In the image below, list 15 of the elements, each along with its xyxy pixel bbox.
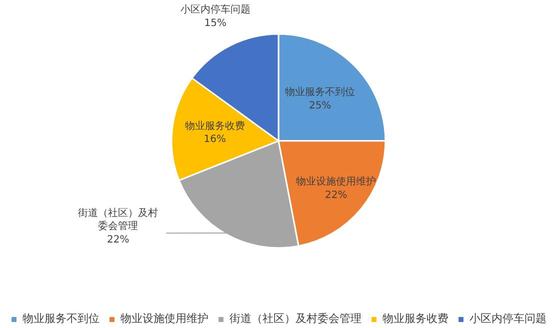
data-label: 22% — [325, 190, 348, 201]
legend-label: 物业服务收费 — [382, 311, 448, 326]
legend-label: 小区内停车问题 — [470, 311, 546, 326]
slice-label: 物业服务收费 — [184, 120, 245, 132]
legend-label: 物业服务不到位 — [22, 311, 100, 326]
slice-label: 街道（社区）及村 委会管理 — [78, 206, 158, 232]
legend-label: 物业设施使用维护 — [120, 311, 208, 326]
data-label: 15% — [204, 18, 227, 29]
data-label: 22% — [107, 234, 130, 246]
data-label: 16% — [204, 134, 226, 145]
slice-label: 小区内停车问题 — [180, 4, 250, 16]
slice-label: 物业设施使用维护 — [296, 176, 376, 188]
data-label: 25% — [308, 100, 332, 112]
slice-label: 物业服务不到位 — [285, 86, 356, 98]
legend-label: 街道（社区）及村委会管理 — [230, 311, 362, 326]
